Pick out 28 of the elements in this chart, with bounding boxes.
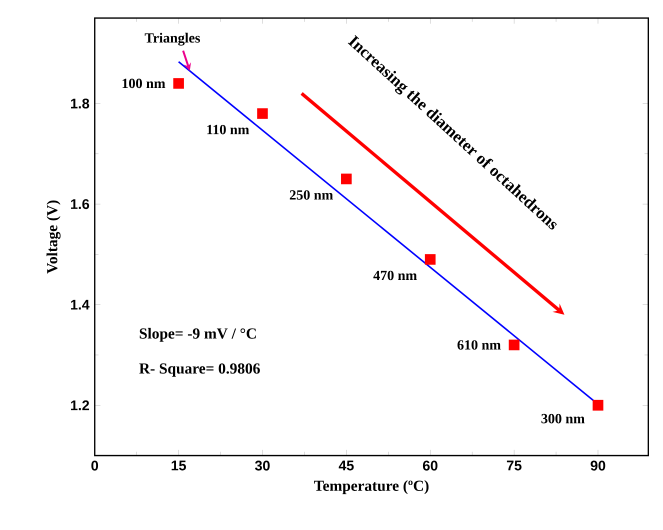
annotation: 300 nm [541, 414, 585, 424]
x-tick-label: 75 [506, 460, 522, 471]
x-tick-label: 60 [422, 460, 438, 471]
x-tick-label: 90 [590, 460, 606, 471]
annotation: 610 nm [458, 340, 501, 350]
point [424, 254, 436, 265]
point [592, 400, 604, 411]
annotation: Slope= -9 mV / °C [140, 328, 256, 342]
y-axis-title: Voltage (V) [46, 200, 61, 274]
annotation: 100 nm [122, 78, 166, 88]
x-tick-label: 0 [91, 460, 98, 471]
annotation: R- Square= 0.9806 [139, 364, 260, 377]
x-axis-title: Temperature (ºC) [314, 480, 429, 494]
annotation: Triangles [144, 33, 200, 46]
y-tick-label: 1.6 [71, 199, 90, 210]
point [341, 174, 352, 184]
annotation: 250 nm [290, 190, 333, 200]
annotation: 110 nm [207, 125, 250, 135]
y-tick-label: 1.4 [71, 300, 90, 310]
point [257, 108, 268, 120]
x-tick-label: 45 [338, 460, 354, 471]
annotation: 470 nm [373, 270, 417, 280]
point [508, 340, 520, 350]
x-tick-label: 30 [255, 460, 270, 471]
x-tick-label: 15 [172, 460, 186, 471]
y-tick-label: 1.2 [71, 400, 90, 410]
point [173, 78, 184, 89]
y-tick-label: 1.8 [71, 98, 90, 109]
